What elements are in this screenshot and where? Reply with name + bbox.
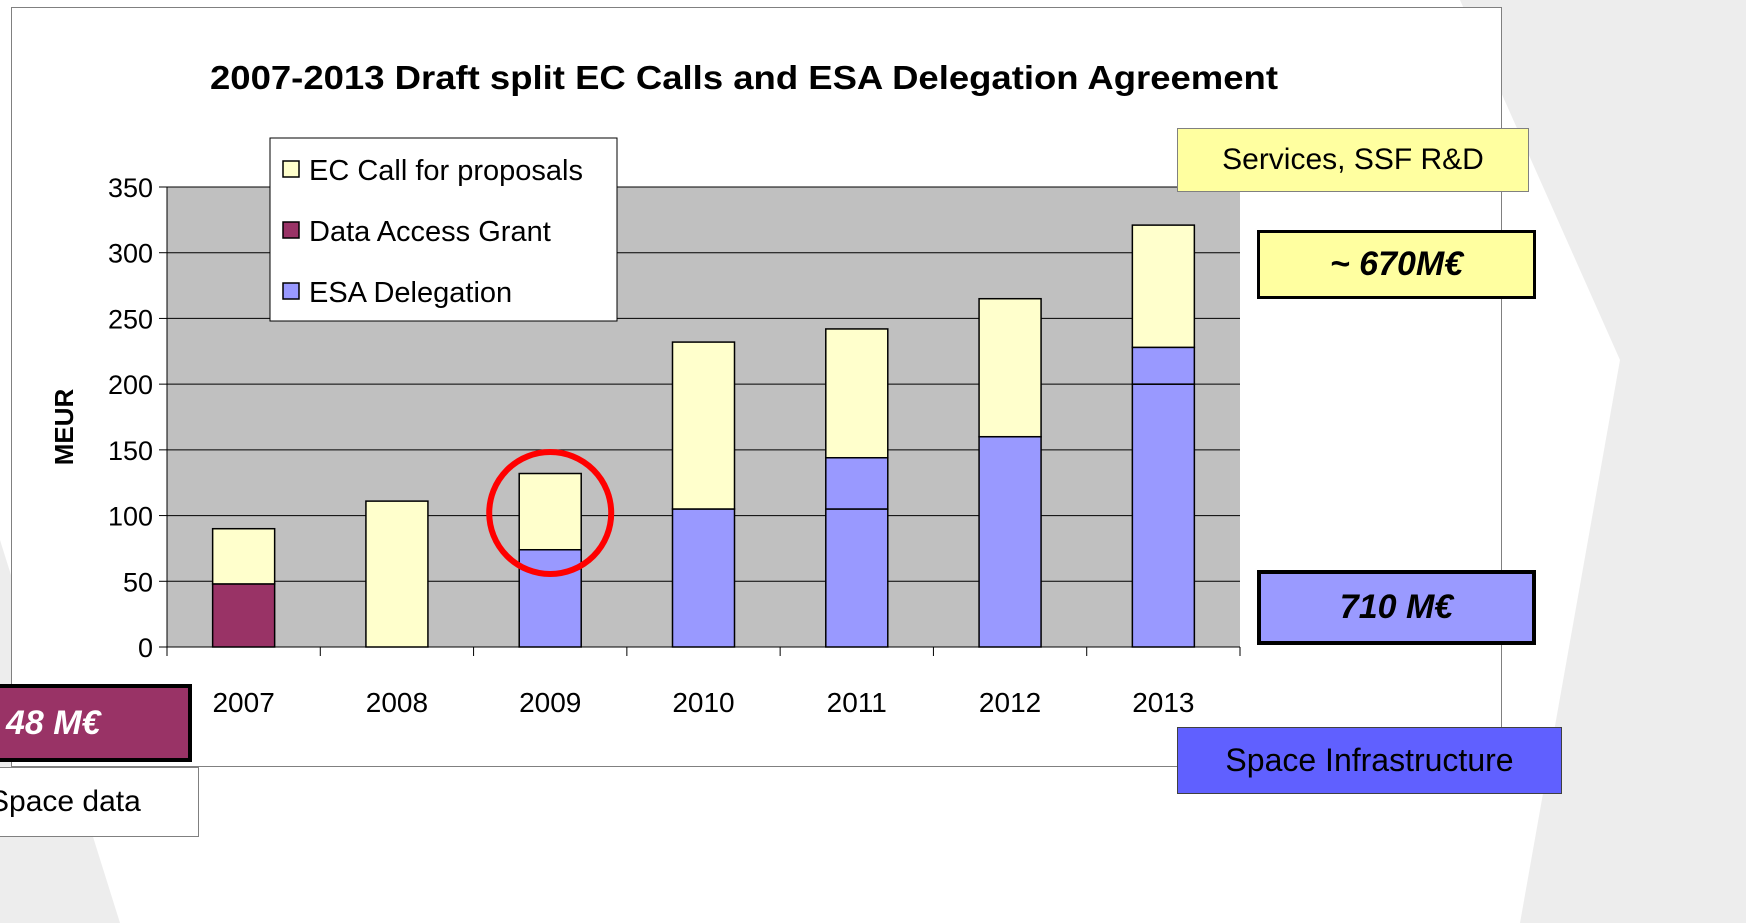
x-tick-label: 2011 (827, 687, 887, 718)
legend: EC Call for proposals Data Access Grant ES… (269, 137, 618, 322)
x-tick-label: 2007 (212, 687, 274, 718)
bar-segment-ec-call-for-proposals (518, 472, 582, 551)
legend-label: ESA Delegation (309, 277, 512, 309)
bar-segment-esa-delegation (518, 548, 582, 648)
bar-segment-ec-call-for-proposals (825, 328, 889, 459)
legend-label: Data Access Grant (309, 216, 551, 248)
bar-segment-ec-call-for-proposals (671, 341, 736, 510)
y-tick-label: 50 (123, 567, 153, 597)
services-label: Services, SSF R&D (1222, 143, 1484, 176)
bar-segment-esa-delegation (1131, 346, 1196, 385)
y-tick-label: 100 (108, 502, 153, 532)
y-tick-label: 300 (108, 239, 153, 269)
bar-segment-ec-call-for-proposals (365, 500, 429, 648)
y-tick-label: 350 (108, 173, 153, 203)
total-670-box: ~ 670M€ (1257, 230, 1536, 299)
total-48-label: 48 M€ (6, 703, 101, 742)
total-670-label: ~ 670M€ (1329, 245, 1464, 283)
bar-segment-esa-delegation (671, 508, 736, 648)
y-tick-label: 200 (108, 370, 153, 400)
space-data-box: Space data (0, 767, 199, 837)
chart-title: 2007-2013 Draft split EC Calls and ESA D… (210, 59, 1278, 96)
space-infrastructure-label: Space Infrastructure (1225, 742, 1514, 778)
bar-segment-data-access-grant (211, 583, 276, 648)
bar-segment-esa-delegation (978, 435, 1042, 648)
legend-box (269, 137, 618, 322)
legend-swatch (282, 221, 300, 239)
x-tick-label: 2013 (1132, 687, 1194, 718)
space-infrastructure-box: Space Infrastructure (1177, 727, 1562, 794)
total-710-box: 710 M€ (1257, 570, 1536, 645)
legend-swatch (282, 160, 300, 178)
space-data-label: Space data (0, 785, 141, 818)
bar-segment-ec-call-for-proposals (211, 527, 276, 585)
bar-segment-esa-delegation (825, 508, 889, 648)
bar-segment-ec-call-for-proposals (1131, 224, 1196, 349)
total-48-box: 48 M€ (0, 684, 192, 762)
legend-label: EC Call for proposals (309, 155, 583, 187)
y-tick-label: 0 (138, 633, 153, 663)
x-tick-label: 2009 (519, 687, 581, 718)
services-label-box: Services, SSF R&D (1177, 128, 1529, 192)
x-tick-label: 2012 (979, 687, 1041, 718)
x-tick-label: 2008 (366, 687, 428, 718)
y-tick-label: 250 (108, 304, 153, 334)
bar-segment-esa-delegation (1131, 383, 1196, 648)
bar-segment-ec-call-for-proposals (978, 297, 1042, 438)
x-tick-label: 2010 (672, 687, 734, 718)
legend-swatch (282, 282, 300, 300)
total-710-label: 710 M€ (1339, 588, 1454, 626)
y-axis-label: MEUR (49, 389, 79, 466)
bar-segment-esa-delegation (825, 456, 889, 510)
y-tick-label: 150 (108, 436, 153, 466)
highlight-circle (486, 449, 615, 577)
